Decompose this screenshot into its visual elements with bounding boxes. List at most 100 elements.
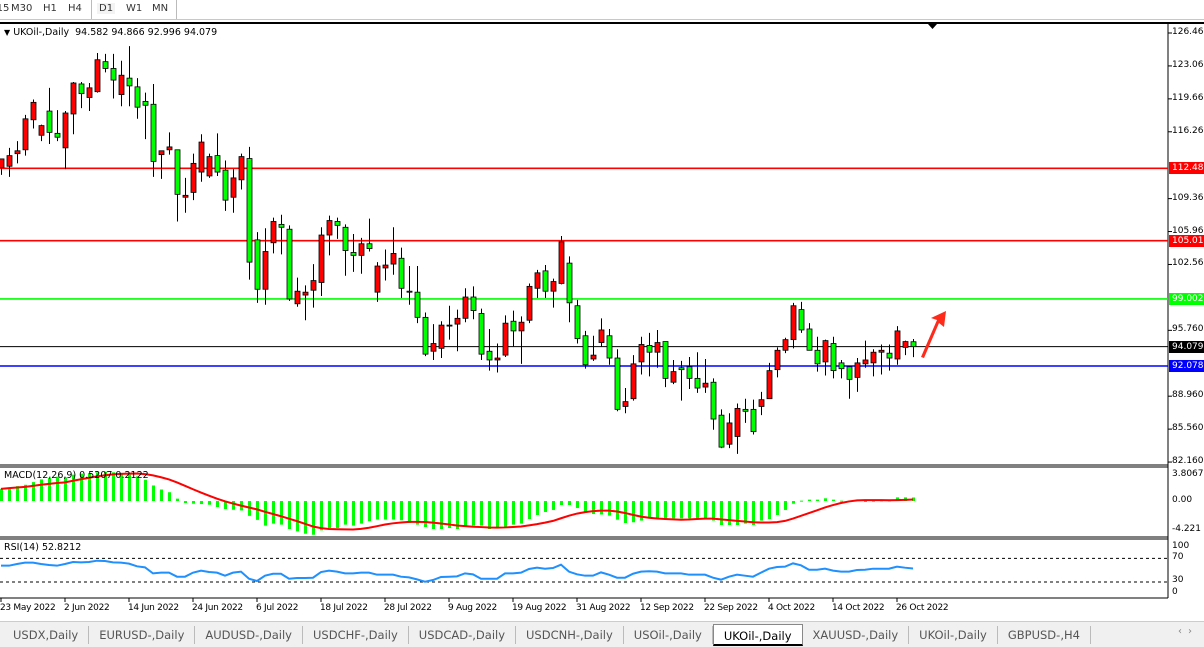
candle-body: [110, 68, 117, 81]
macd-histogram-bar: [872, 500, 875, 502]
price-level-tag: 92.078: [1169, 359, 1204, 372]
macd-histogram-bar: [376, 501, 379, 520]
macd-histogram-bar: [912, 497, 915, 501]
candle-body: [454, 317, 461, 325]
macd-histogram-bar: [56, 476, 59, 501]
rsi-axis-label: 30: [1172, 575, 1184, 585]
macd-histogram-bar: [120, 472, 123, 501]
macd-histogram-bar: [352, 501, 355, 526]
macd-histogram-bar: [96, 472, 99, 501]
macd-histogram-bar: [560, 501, 563, 506]
macd-histogram-bar: [600, 501, 603, 515]
candle-body: [142, 100, 149, 106]
candle-body: [238, 156, 245, 181]
candle-body: [406, 290, 413, 293]
candle-body: [742, 408, 749, 412]
timeframe-d1[interactable]: D1: [97, 3, 116, 14]
candle-body: [542, 270, 549, 292]
macd-histogram-bar: [496, 501, 499, 528]
chart-tab[interactable]: AUDUSD-,Daily: [195, 625, 303, 644]
candle-body: [246, 158, 253, 263]
candle-body: [870, 351, 877, 364]
candle-body: [446, 324, 453, 327]
macd-histogram-bar: [104, 471, 107, 501]
macd-histogram-bar: [0, 488, 3, 501]
candle-body: [206, 156, 213, 177]
candle-body: [62, 112, 69, 149]
candle-body: [294, 290, 301, 305]
candle-body: [470, 296, 477, 311]
macd-histogram-bar: [408, 501, 411, 523]
chart-tab[interactable]: USDCAD-,Daily: [409, 625, 517, 644]
price-level-tag: 99.002: [1169, 292, 1204, 305]
candle-body: [886, 352, 893, 359]
chart-window[interactable]: [0, 22, 1204, 600]
chart-tab[interactable]: UKOil-,Daily: [909, 625, 998, 644]
price-axis-label: 109.360: [1172, 192, 1204, 203]
macd-histogram-bar: [576, 501, 579, 509]
tab-scroll-arrows[interactable]: ‹›: [1178, 626, 1198, 637]
candle-body: [734, 407, 741, 437]
chart-tab[interactable]: UKOil-,Daily: [712, 624, 803, 646]
candle-body: [606, 335, 613, 359]
candle-body: [438, 324, 445, 349]
macd-histogram-bar: [816, 499, 819, 501]
timeframe-w1[interactable]: W1: [126, 3, 143, 14]
candle-body: [158, 150, 165, 156]
macd-histogram-bar: [688, 501, 691, 519]
macd-histogram-bar: [616, 501, 619, 520]
macd-histogram-bar: [800, 500, 803, 502]
macd-histogram-bar: [824, 498, 827, 501]
chart-tab[interactable]: GBPUSD-,H4: [998, 625, 1091, 644]
symbol-title: UKOil-,Daily: [13, 27, 70, 38]
macd-histogram-bar: [864, 501, 867, 502]
macd-histogram-bar: [176, 498, 179, 501]
macd-histogram-bar: [728, 501, 731, 526]
candle-body: [510, 320, 517, 332]
macd-histogram-bar: [272, 501, 275, 524]
rsi-axis-label: 70: [1172, 552, 1184, 562]
date-axis-label: 24 Jun 2022: [192, 603, 243, 613]
candle-body: [702, 382, 709, 388]
chart-tab[interactable]: USDCHF-,Daily: [303, 625, 409, 644]
macd-histogram-bar: [384, 501, 387, 520]
timeframe-mn[interactable]: MN: [152, 3, 169, 14]
timeframe-h1[interactable]: H1: [43, 3, 57, 14]
chart-tab[interactable]: XAUUSD-,Daily: [803, 625, 910, 644]
rsi-axis-label: 100: [1172, 541, 1190, 551]
timeframe-toolbar: M15 M30 H1 H4 D1 W1 MN: [0, 0, 1204, 20]
timeframe-m30[interactable]: M30: [11, 3, 33, 14]
chart-tab[interactable]: USOil-,Daily: [624, 625, 713, 644]
candle-body: [366, 243, 373, 249]
candle-body: [902, 341, 909, 348]
candle-body: [694, 377, 701, 389]
candle-body: [54, 132, 61, 138]
macd-histogram-bar: [472, 501, 475, 526]
date-axis-label: 2 Jun 2022: [64, 603, 110, 613]
date-axis-label: 9 Aug 2022: [448, 603, 497, 613]
macd-histogram-bar: [208, 501, 211, 505]
rsi-line: [1, 559, 914, 583]
candle-body: [270, 221, 277, 244]
collapse-triangle-icon[interactable]: ▼: [4, 28, 11, 37]
chart-tab[interactable]: USDCNH-,Daily: [516, 625, 624, 644]
candle-body: [638, 344, 645, 363]
chart-tab[interactable]: USDX,Daily: [3, 625, 90, 644]
candle-body: [382, 264, 389, 269]
candle-body: [302, 291, 309, 296]
candle-body: [198, 141, 205, 173]
candle-body: [478, 313, 485, 355]
macd-histogram-bar: [568, 501, 571, 506]
timeframe-h4[interactable]: H4: [68, 3, 82, 14]
candle-body: [230, 177, 237, 198]
candle-body: [614, 357, 621, 410]
candle-body: [358, 243, 365, 256]
macd-histogram-bar: [32, 482, 35, 501]
macd-histogram-bar: [704, 501, 707, 520]
candle-body: [494, 357, 501, 361]
macd-histogram-bar: [64, 477, 67, 501]
chart-tab[interactable]: EURUSD-,Daily: [89, 625, 196, 644]
timeframe-m15[interactable]: M15: [0, 3, 10, 14]
macd-histogram-bar: [584, 501, 587, 512]
price-chart[interactable]: [0, 0, 1204, 622]
